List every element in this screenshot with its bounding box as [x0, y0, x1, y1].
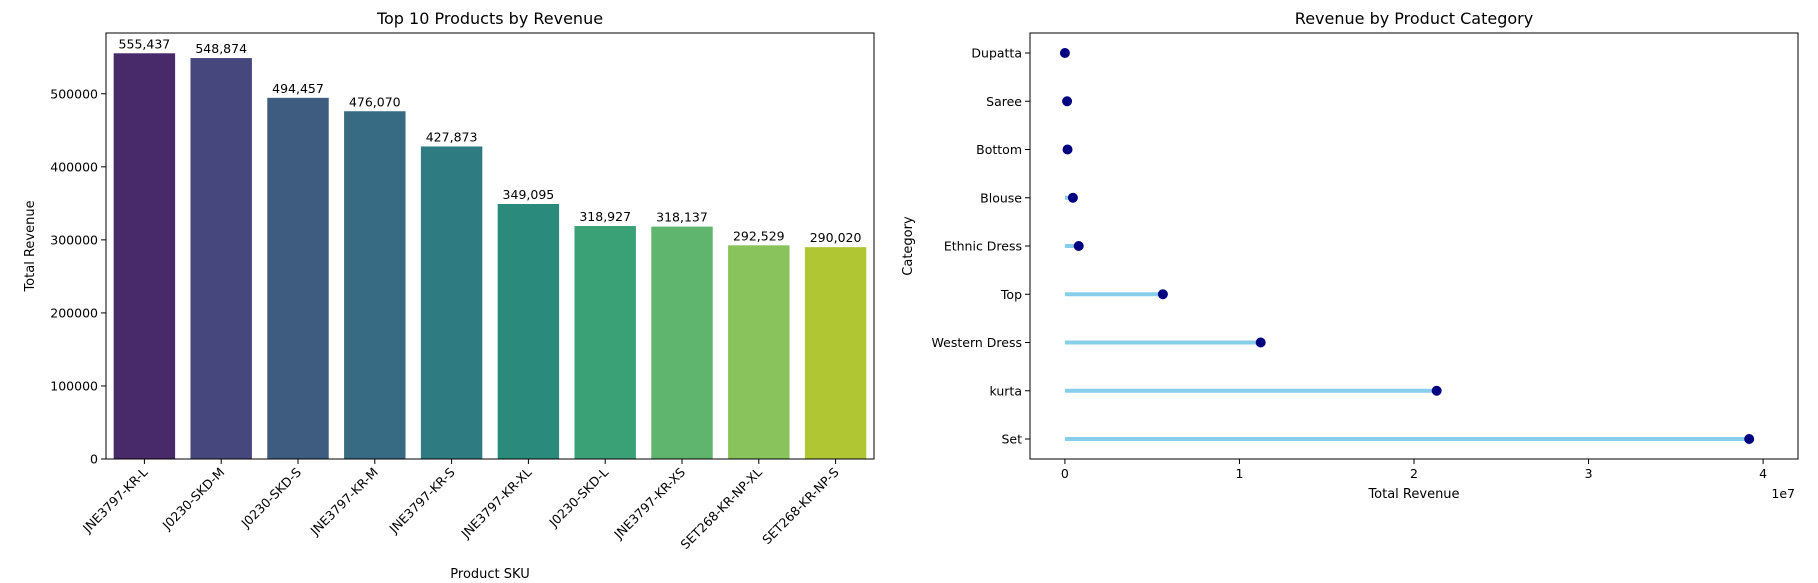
y-tick-label: 100000	[50, 378, 98, 393]
lollipop-marker	[1067, 192, 1078, 203]
x-axis-label: Product SKU	[450, 567, 529, 582]
x-tick-label: 3	[1585, 466, 1593, 481]
y-axis-label: Category	[901, 216, 916, 276]
bar	[804, 247, 867, 459]
y-tick-label: 200000	[50, 305, 98, 320]
y-tick-label: Bottom	[976, 142, 1022, 157]
bar-value-label: 476,070	[349, 94, 401, 109]
x-tick-label: SET268-KR-NP-XL	[677, 464, 765, 552]
bar-value-label: 494,457	[272, 81, 324, 96]
plot-frame	[1029, 32, 1799, 460]
bar	[497, 204, 560, 459]
bar	[190, 58, 252, 459]
bar-value-label: 292,529	[733, 228, 785, 243]
y-axis-label: Total Revenue	[23, 200, 38, 292]
chart-title: Revenue by Product Category	[1295, 9, 1533, 28]
x-tick-label: JNE3797-KR-S	[386, 464, 458, 536]
bar	[344, 111, 406, 460]
lollipop-marker	[1062, 96, 1073, 107]
y-tick-label: 0	[90, 452, 98, 467]
bar	[651, 226, 713, 459]
bar	[420, 146, 483, 459]
lollipop-marker	[1744, 434, 1755, 444]
x-tick-label: 1	[1235, 466, 1243, 481]
top-products-bar-chart: Top 10 Products by Revenue Product SKU T…	[23, 9, 875, 582]
bar-value-label: 555,437	[119, 36, 171, 51]
bar	[728, 245, 790, 459]
y-tick-label: Dupatta	[971, 46, 1022, 61]
y-tick-label: Top	[1000, 287, 1022, 302]
x-tick-label: J0230-SKD-S	[237, 464, 304, 531]
lollipop-marker	[1157, 289, 1168, 300]
lollipop-marker	[1255, 337, 1266, 348]
bar-value-label: 290,020	[810, 230, 862, 245]
lollipop-marker	[1073, 241, 1084, 251]
x-tick-label: JNE3797-KR-XL	[457, 464, 534, 541]
x-tick-label: SET268-KR-NP-S	[759, 464, 842, 547]
bar	[574, 226, 636, 459]
x-tick-label: J0230-SKD-L	[545, 464, 611, 530]
y-tick-label: 300000	[50, 232, 98, 247]
x-tick-label: 2	[1410, 466, 1418, 481]
x-tick-label: 4	[1759, 466, 1767, 481]
x-tick-label: J0230-SKD-M	[159, 465, 228, 534]
y-tick-label: 500000	[50, 86, 98, 101]
bar-value-label: 318,137	[656, 210, 708, 225]
x-axis-offset-text: 1e7	[1771, 486, 1795, 501]
x-tick-label: 0	[1061, 466, 1069, 481]
y-tick-label: Western Dress	[932, 335, 1022, 350]
bar	[267, 97, 329, 459]
chart-title: Top 10 Products by Revenue	[376, 9, 603, 28]
lollipop-marker	[1431, 385, 1442, 396]
x-tick-label: JNE3797-KR-M	[307, 465, 381, 539]
x-axis-label: Total Revenue	[1367, 487, 1459, 502]
y-tick-label: Set	[1001, 432, 1022, 447]
bar-value-label: 349,095	[503, 187, 555, 202]
lollipop-marker	[1059, 48, 1070, 58]
y-tick-label: Ethnic Dress	[944, 239, 1022, 254]
bar-value-label: 318,927	[579, 209, 631, 224]
y-tick-label: kurta	[990, 383, 1022, 398]
plot-frame	[105, 32, 875, 460]
category-revenue-lollipop-chart: Revenue by Product Category Total Revenu…	[901, 9, 1799, 502]
y-tick-label: Saree	[986, 94, 1022, 109]
bar-value-label: 548,874	[195, 41, 247, 56]
lollipop-marker	[1062, 144, 1073, 155]
bar	[113, 53, 176, 460]
x-tick-label: JNE3797-KR-L	[79, 464, 151, 536]
y-tick-label: Blouse	[980, 190, 1022, 205]
x-tick-label: JNE3797-KR-XS	[610, 464, 688, 542]
bar-value-label: 427,873	[426, 129, 478, 144]
y-tick-label: 400000	[50, 159, 98, 174]
